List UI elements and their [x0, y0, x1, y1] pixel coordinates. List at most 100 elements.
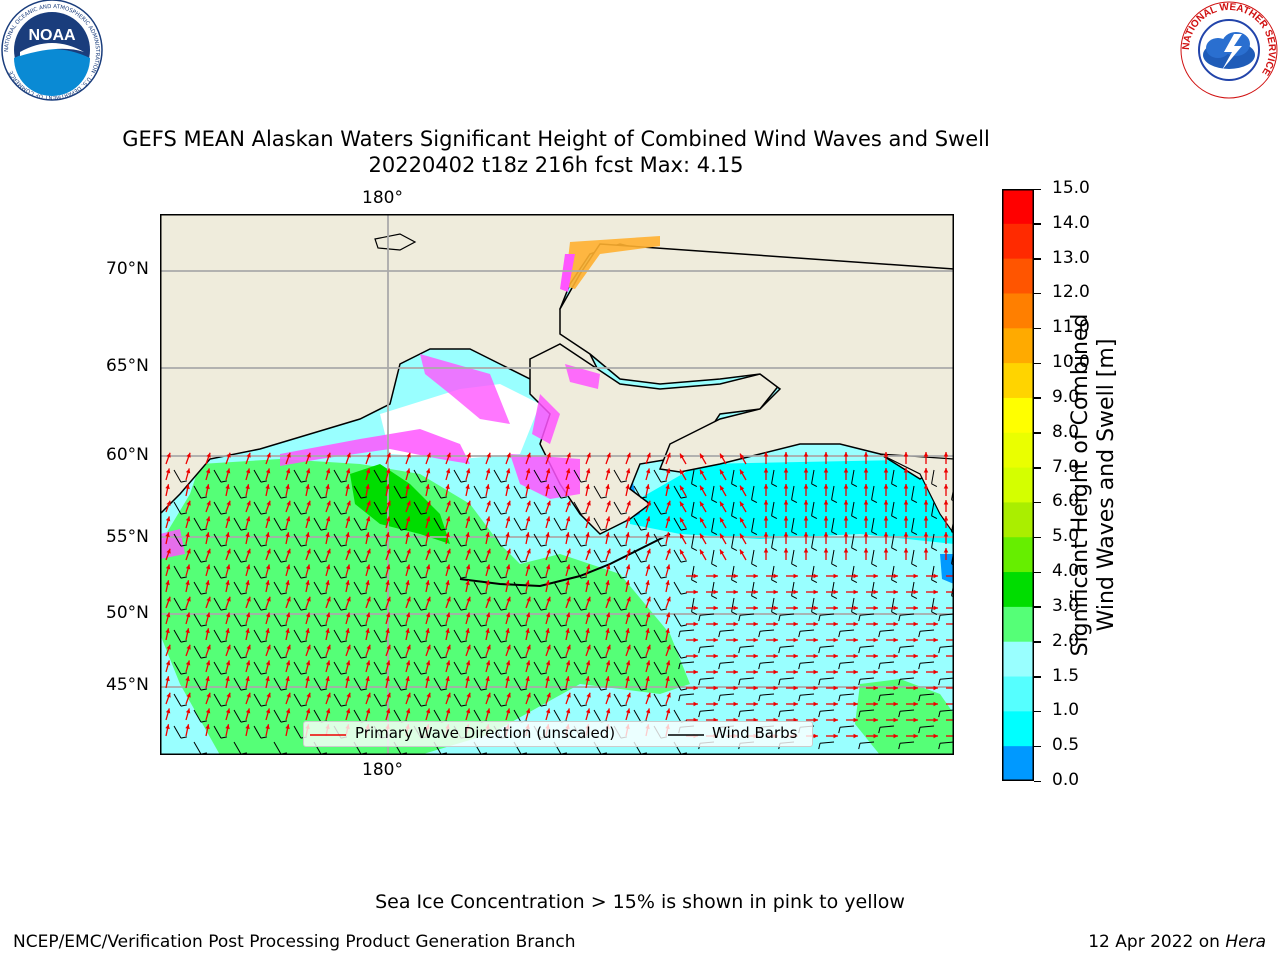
wave-direction-arrowhead — [406, 500, 411, 506]
wind-barb — [413, 565, 422, 579]
wind-barb-flag — [640, 624, 647, 627]
wind-barb — [940, 741, 954, 744]
wind-barb-flag — [851, 579, 858, 584]
wave-direction-arrowhead — [425, 516, 431, 522]
wind-barb — [253, 469, 262, 483]
wave-direction-arrowhead — [625, 612, 631, 618]
wind-barb — [333, 533, 342, 547]
wind-barb-flag — [818, 647, 821, 654]
wave-direction-arrowhead — [325, 708, 331, 714]
wave-direction-arrowhead — [585, 484, 590, 490]
colorbar-tick-mark — [1034, 571, 1041, 574]
wind-barb-flag — [200, 688, 207, 691]
wave-direction-arrowhead — [713, 701, 718, 707]
wave-direction-arrowhead — [385, 612, 391, 618]
wave-direction-arrowhead — [733, 605, 738, 611]
wind-barb-flag — [520, 496, 527, 499]
wind-barb-flag — [878, 663, 881, 670]
wave-direction-arrowhead — [933, 733, 938, 739]
wind-barb-flag — [931, 483, 938, 488]
wave-direction-arrowhead — [853, 605, 858, 611]
wind-barb-flag — [938, 743, 941, 750]
wind-barb — [393, 645, 402, 659]
wind-barb — [453, 629, 462, 643]
legend-wind-barbs-label: Wind Barbs — [712, 724, 798, 742]
wind-barb-flag — [580, 640, 587, 643]
wave-direction-arrowhead — [605, 628, 610, 634]
wind-barb-flag — [660, 640, 667, 643]
wind-barb — [553, 677, 562, 691]
wind-barb-flag — [731, 547, 738, 552]
wind-barb — [293, 661, 302, 675]
wind-barb — [780, 677, 795, 680]
wind-barb — [820, 741, 835, 744]
wind-barb-flag — [791, 595, 798, 600]
wind-barb-flag — [640, 528, 647, 531]
wave-direction-arrowhead — [305, 676, 310, 682]
wave-direction-arrowhead — [285, 564, 291, 570]
wave-direction-arrowhead — [923, 548, 929, 553]
wind-barb — [613, 533, 622, 547]
lon-label-top: 180° — [362, 188, 403, 208]
wind-barb — [860, 613, 875, 616]
wind-barb — [711, 485, 715, 500]
colorbar-tick-mark — [1034, 710, 1041, 713]
wave-direction-arrowhead — [923, 500, 929, 505]
wind-barb — [613, 629, 622, 643]
wind-barb-flag — [951, 595, 954, 598]
wind-barb-flag — [440, 496, 447, 499]
wind-barb-flag — [560, 656, 567, 659]
wave-direction-arrowhead — [823, 516, 829, 521]
wave-direction-arrowhead — [506, 596, 511, 602]
wind-barb-flag — [898, 711, 901, 718]
wind-barb-flag — [898, 679, 901, 686]
wave-direction-arrowhead — [506, 500, 511, 506]
wave-direction-arrowhead — [626, 548, 631, 554]
wave-direction-arrowhead — [425, 708, 431, 714]
wave-direction-arrowhead — [386, 500, 391, 506]
wave-direction-arrowhead — [763, 484, 769, 489]
wind-barb-flag — [818, 679, 821, 686]
wave-direction-arrowhead — [285, 484, 290, 490]
wave-direction-arrowhead — [185, 580, 190, 586]
wave-direction-arrowhead — [733, 637, 738, 643]
wave-direction-arrowhead — [385, 484, 390, 490]
wave-direction-arrowhead — [505, 612, 511, 618]
wave-direction-arrowhead — [165, 708, 171, 714]
wave-direction-arrowhead — [245, 532, 250, 538]
wave-direction-arrowhead — [346, 452, 351, 458]
wave-direction-arrowhead — [923, 516, 929, 521]
wind-barb — [731, 469, 735, 484]
wave-direction-arrowhead — [873, 669, 878, 675]
wave-direction-arrowhead — [445, 580, 450, 586]
wind-barb-flag — [711, 595, 718, 600]
wind-barb-flag — [200, 560, 207, 563]
wave-direction-arrowhead — [365, 532, 370, 538]
wave-direction-arrowhead — [306, 548, 311, 554]
wind-barb-flag — [340, 480, 347, 483]
wind-barb — [513, 485, 522, 499]
wave-direction-arrowhead — [206, 644, 211, 650]
wind-barb-flag — [938, 647, 941, 654]
wind-barb — [313, 485, 322, 499]
wind-barb-flag — [858, 647, 861, 654]
wind-barb-flag — [460, 576, 467, 579]
wave-direction-arrowhead — [446, 452, 451, 458]
colorbar-tick-label: 6.0 — [1052, 491, 1080, 512]
wave-direction-arrowhead — [893, 605, 898, 611]
wind-barb — [253, 693, 262, 707]
wave-direction-arrowhead — [365, 580, 370, 586]
wind-barb — [273, 709, 282, 723]
wave-direction-arrowhead — [773, 605, 778, 611]
wind-barb-flag — [831, 595, 838, 600]
wave-direction-arrowhead — [265, 468, 271, 474]
wind-barb — [293, 597, 302, 611]
wind-barb — [393, 517, 402, 531]
wind-barb — [573, 469, 582, 483]
graticule — [160, 214, 954, 755]
wave-direction-arrowhead — [853, 621, 858, 627]
wave-direction-arrowhead — [680, 501, 685, 507]
wave-direction-arrowhead — [425, 612, 431, 618]
colorbar-segment — [1002, 293, 1034, 329]
wave-height-map — [160, 214, 954, 755]
